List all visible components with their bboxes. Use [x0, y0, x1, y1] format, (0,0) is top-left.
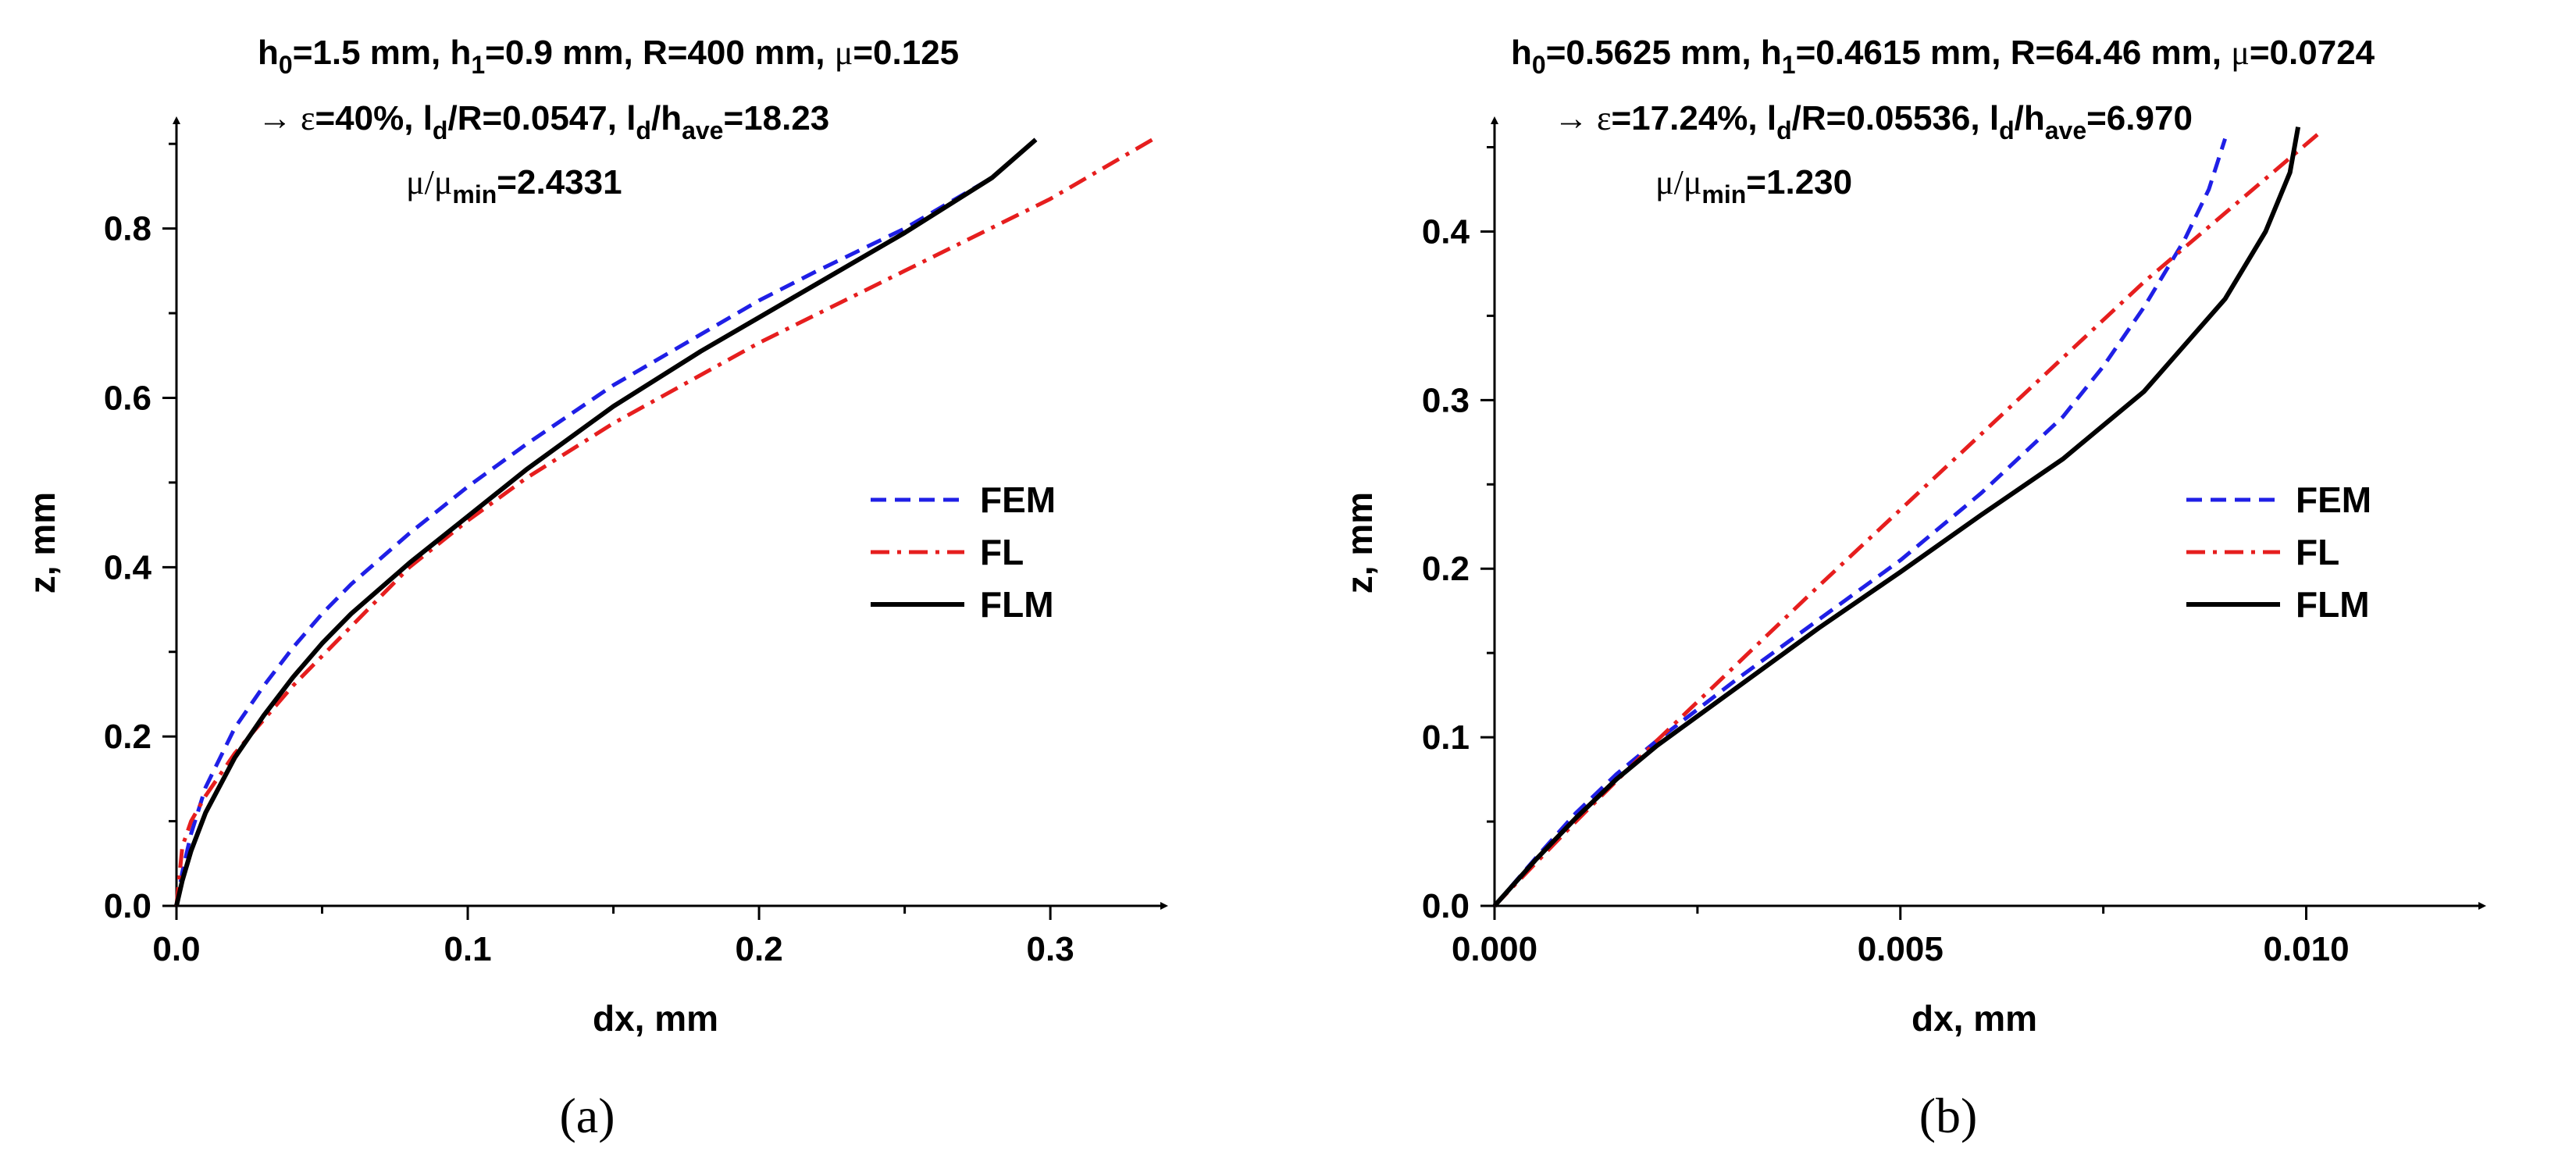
series-line-flm [1492, 127, 2301, 907]
legend-label-flm: FLM [2296, 584, 2370, 625]
y-tick-label: 0.1 [1422, 718, 1470, 757]
annotation-line1: h0=0.5625 mm, h1=0.4615 mm, R=64.46 mm, … [1511, 34, 2375, 79]
y-tick-label: 0.3 [1422, 381, 1470, 419]
x-tick-label: 0.005 [1858, 930, 1944, 968]
legend-label-fem: FEM [980, 479, 1056, 520]
annotation-line3: μ/μmin=2.4331 [406, 163, 622, 209]
x-tick-label: 0.010 [2263, 930, 2349, 968]
panel-a-chart: 0.0 0.1 0.2 0.3 0.0 0.2 0.4 0.6 0.8 dx, mm z, mm FE… [22, 34, 1168, 1039]
x-tick-label: 0.2 [736, 930, 783, 968]
panel-b-chart: 0.000 0.005 0.010 0.0 0.1 0.2 0.3 0.4 dx, mm z, m… [1339, 34, 2486, 1039]
y-tick-label: 0.0 [1422, 887, 1470, 925]
legend-label-fem: FEM [2296, 479, 2371, 520]
annotation-line2: → ε=40%, ld/R=0.0547, ld/have=18.23 [258, 99, 829, 144]
legend-label-flm: FLM [980, 584, 1054, 625]
y-tick-label: 0.4 [1422, 212, 1470, 251]
y-tick-label: 0.2 [1422, 550, 1470, 588]
x-axis-title: dx, mm [593, 998, 718, 1039]
series-line-fem [1493, 137, 2227, 907]
y-tick-label: 0.4 [104, 548, 152, 586]
series-line-flm [174, 137, 1038, 907]
x-tick-label: 0.0 [152, 930, 200, 968]
x-tick-label: 0.3 [1027, 930, 1074, 968]
x-tick-label: 0.1 [444, 930, 491, 968]
annotation-line2: → ε=17.24%, ld/R=0.05536, ld/have=6.970 [1554, 99, 2193, 144]
y-tick-label: 0.6 [104, 379, 151, 417]
x-tick-label: 0.000 [1452, 930, 1537, 968]
legend-label-fl: FL [2296, 532, 2339, 572]
y-axis-title: z, mm [22, 492, 62, 593]
x-axis-title: dx, mm [1912, 998, 2037, 1039]
series-line-fl [174, 137, 1153, 907]
y-axis-title: z, mm [1339, 492, 1380, 593]
annotation-line3: μ/μmin=1.230 [1655, 163, 1852, 209]
y-tick-label: 0.0 [104, 887, 151, 925]
series-line-fl [1493, 128, 2324, 907]
series-line-fem [174, 137, 1038, 907]
y-tick-label: 0.2 [104, 718, 151, 756]
annotation-line1: h0=1.5 mm, h1=0.9 mm, R=400 mm, μ=0.125 [258, 34, 959, 79]
y-tick-label: 0.8 [104, 210, 151, 248]
panel-a-caption: (a) [559, 1088, 615, 1143]
legend-label-fl: FL [980, 532, 1024, 572]
panel-b-caption: (b) [1919, 1088, 1978, 1143]
